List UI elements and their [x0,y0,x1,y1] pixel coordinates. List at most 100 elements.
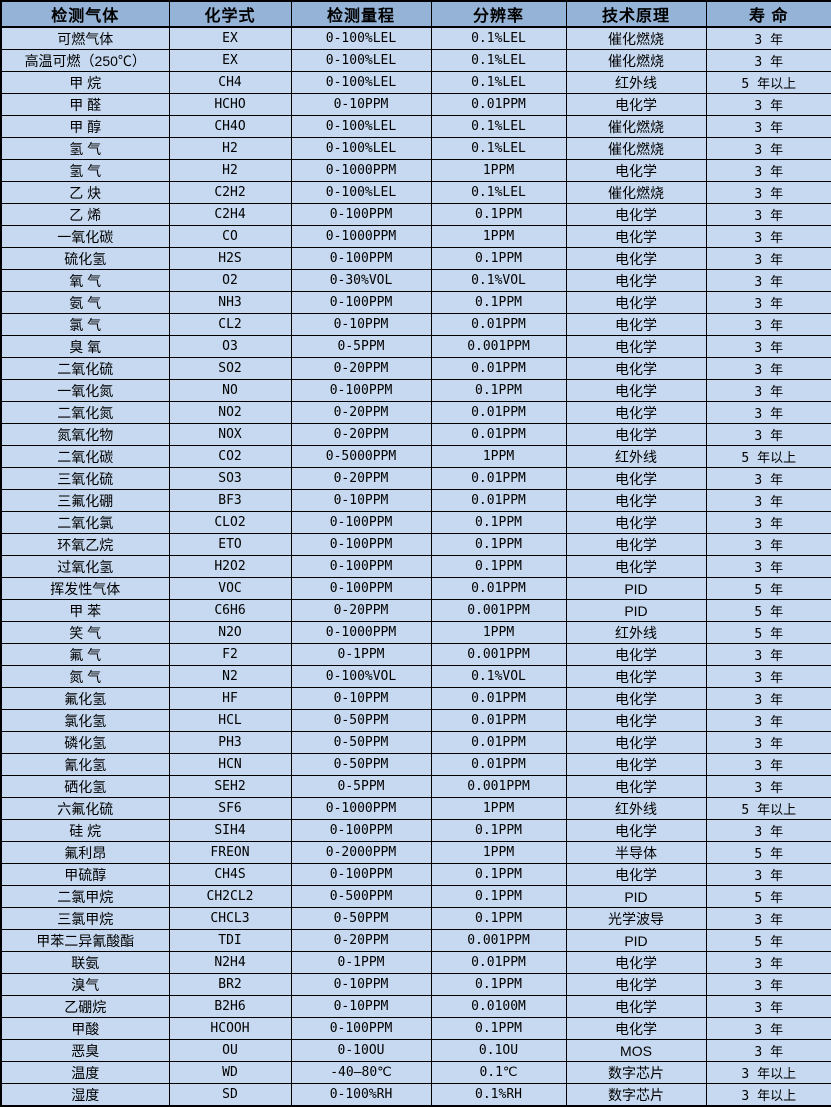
cell-resolution: 0.1PPM [430,1017,567,1040]
cell-range: 0-50PPM [290,753,432,776]
cell-range: 0-100%LEL [290,137,432,160]
cell-formula: VOC [168,577,292,600]
cell-formula: OU [168,1039,292,1062]
cell-gas-name: 硒化氢 [0,775,170,798]
cell-resolution: 1PPM [430,445,567,468]
table-row: 臭 氧 O3 0-5PPM 0.001PPM 电化学 3 年 [0,335,831,358]
cell-resolution: 1PPM [430,225,567,248]
header-gas-name: 检测气体 [0,0,170,28]
cell-principle: 电化学 [565,533,707,556]
table-row: 氯 气 CL2 0-10PPM 0.01PPM 电化学 3 年 [0,313,831,336]
cell-range: 0-5000PPM [290,445,432,468]
cell-lifespan: 3 年 [705,357,831,380]
cell-formula: O2 [168,269,292,292]
cell-resolution: 1PPM [430,159,567,182]
cell-lifespan: 3 年 [705,93,831,116]
cell-formula: N2 [168,665,292,688]
cell-gas-name: 硅 烷 [0,819,170,842]
cell-lifespan: 5 年以上 [705,71,831,94]
table-row: 甲酸 HCOOH 0-100PPM 0.1PPM 电化学 3 年 [0,1017,831,1040]
cell-formula: SF6 [168,797,292,820]
cell-range: 0-100%RH [290,1083,432,1107]
cell-lifespan: 3 年以上 [705,1083,831,1107]
table-row: 甲 醛 HCHO 0-10PPM 0.01PPM 电化学 3 年 [0,93,831,116]
cell-gas-name: 三氟化硼 [0,489,170,512]
table-row: 乙 烯 C2H4 0-100PPM 0.1PPM 电化学 3 年 [0,203,831,226]
cell-principle: 电化学 [565,511,707,534]
cell-range: 0-100PPM [290,379,432,402]
table-row: 氰化氢 HCN 0-50PPM 0.01PPM 电化学 3 年 [0,753,831,776]
cell-range: 0-50PPM [290,907,432,930]
cell-lifespan: 3 年 [705,533,831,556]
cell-formula: CH2CL2 [168,885,292,908]
cell-range: 0-10OU [290,1039,432,1062]
cell-gas-name: 过氧化氢 [0,555,170,578]
cell-range: 0-10PPM [290,687,432,710]
cell-resolution: 0.1PPM [430,533,567,556]
cell-gas-name: 硫化氢 [0,247,170,270]
cell-formula: SEH2 [168,775,292,798]
cell-lifespan: 3 年 [705,49,831,72]
table-body: 可燃气体 EX 0-100%LEL 0.1%LEL 催化燃烧 3 年高温可燃（250℃） E… [0,26,831,1107]
cell-principle: 红外线 [565,621,707,644]
table-row: 可燃气体 EX 0-100%LEL 0.1%LEL 催化燃烧 3 年 [0,26,831,50]
cell-lifespan: 5 年 [705,885,831,908]
cell-lifespan: 3 年 [705,973,831,996]
cell-resolution: 0.001PPM [430,599,567,622]
cell-lifespan: 3 年 [705,335,831,358]
table-row: 乙硼烷 B2H6 0-10PPM 0.0100M 电化学 3 年 [0,995,831,1018]
cell-lifespan: 3 年 [705,225,831,248]
cell-formula: ETO [168,533,292,556]
cell-principle: 电化学 [565,357,707,380]
cell-principle: 电化学 [565,1017,707,1040]
table-row: 氢 气 H2 0-1000PPM 1PPM 电化学 3 年 [0,159,831,182]
table-row: 联氨 N2H4 0-1PPM 0.01PPM 电化学 3 年 [0,951,831,974]
cell-resolution: 0.1PPM [430,247,567,270]
table-row: 二氯甲烷 CH2CL2 0-500PPM 0.1PPM PID 5 年 [0,885,831,908]
cell-resolution: 0.01PPM [430,687,567,710]
cell-range: 0-100PPM [290,863,432,886]
cell-principle: 电化学 [565,731,707,754]
cell-lifespan: 3 年 [705,247,831,270]
cell-resolution: 0.1PPM [430,203,567,226]
cell-range: 0-100PPM [290,533,432,556]
cell-gas-name: 氧 气 [0,269,170,292]
cell-principle: 电化学 [565,665,707,688]
table-row: 二氧化碳 CO2 0-5000PPM 1PPM 红外线 5 年以上 [0,445,831,468]
cell-range: 0-100%LEL [290,115,432,138]
cell-gas-name: 高温可燃（250℃） [0,49,170,72]
cell-gas-name: 甲 醛 [0,93,170,116]
cell-formula: SO3 [168,467,292,490]
cell-principle: 电化学 [565,973,707,996]
table-row: 乙 炔 C2H2 0-100%LEL 0.1%LEL 催化燃烧 3 年 [0,181,831,204]
cell-gas-name: 恶臭 [0,1039,170,1062]
cell-resolution: 0.1PPM [430,379,567,402]
cell-formula: O3 [168,335,292,358]
cell-gas-name: 氮 气 [0,665,170,688]
cell-range: 0-1000PPM [290,225,432,248]
cell-resolution: 0.1PPM [430,863,567,886]
cell-formula: N2O [168,621,292,644]
header-lifespan: 寿 命 [705,0,831,28]
cell-formula: HCOOH [168,1017,292,1040]
cell-range: 0-1000PPM [290,797,432,820]
table-row: 甲 苯 C6H6 0-20PPM 0.001PPM PID 5 年 [0,599,831,622]
table-row: 二氧化氯 CLO2 0-100PPM 0.1PPM 电化学 3 年 [0,511,831,534]
table-row: 甲苯二异氰酸酯 TDI 0-20PPM 0.001PPM PID 5 年 [0,929,831,952]
table-row: 氯化氢 HCL 0-50PPM 0.01PPM 电化学 3 年 [0,709,831,732]
cell-lifespan: 3 年 [705,137,831,160]
cell-range: 0-20PPM [290,467,432,490]
cell-range: 0-100PPM [290,203,432,226]
cell-resolution: 0.01PPM [430,401,567,424]
cell-gas-name: 笑 气 [0,621,170,644]
cell-resolution: 0.1OU [430,1039,567,1062]
cell-resolution: 0.1PPM [430,907,567,930]
cell-formula: NO2 [168,401,292,424]
cell-principle: 光学波导 [565,907,707,930]
cell-principle: 电化学 [565,753,707,776]
cell-lifespan: 3 年 [705,511,831,534]
cell-resolution: 0.1PPM [430,511,567,534]
cell-gas-name: 一氧化氮 [0,379,170,402]
header-resolution: 分辨率 [430,0,567,28]
cell-lifespan: 3 年 [705,181,831,204]
